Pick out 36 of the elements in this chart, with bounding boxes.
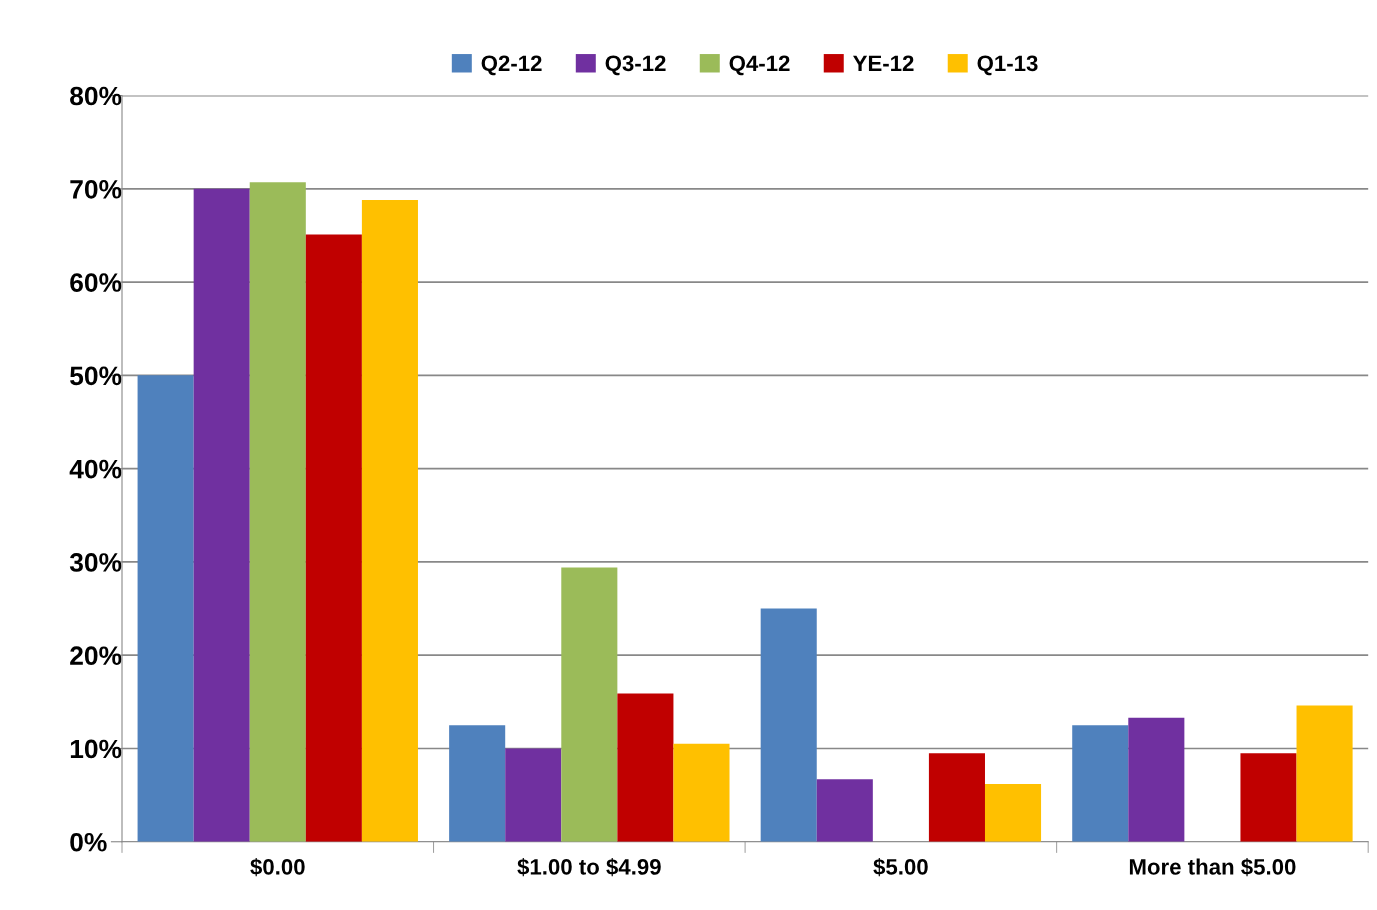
x-tick-label: $0.00 (250, 858, 305, 877)
bar (984, 783, 1042, 842)
bar (617, 693, 674, 842)
bar (193, 188, 250, 842)
bar (137, 375, 194, 842)
bar (561, 567, 618, 842)
bar (1240, 753, 1297, 842)
x-tick-label: More than $5.00 (1129, 858, 1296, 877)
bar (505, 748, 562, 842)
bar (361, 200, 418, 842)
bar (449, 725, 506, 842)
bar (816, 779, 873, 842)
y-tick-label: 20% (70, 646, 122, 666)
bar (1296, 705, 1353, 842)
bar (928, 753, 985, 842)
y-tick-label: 10% (70, 739, 122, 759)
legend-label: Q2-12 (481, 55, 542, 76)
bar (1128, 717, 1185, 842)
y-tick-label: 40% (69, 459, 122, 479)
legend-label: Q1-13 (977, 55, 1038, 76)
bar (249, 182, 306, 842)
y-tick-label: 30% (69, 553, 122, 572)
y-tick-label: 70% (70, 179, 122, 199)
x-tick-label: $5.00 (873, 858, 928, 877)
bar (305, 234, 362, 842)
x-tick-label: $1.00 to $4.99 (517, 858, 661, 877)
bar (673, 743, 730, 842)
y-tick-label: 60% (70, 273, 122, 292)
y-tick-label: 50% (70, 366, 122, 386)
y-tick-label: 0% (70, 832, 107, 852)
legend-label: Q3-12 (605, 55, 666, 76)
legend-label: YE-12 (853, 55, 914, 71)
bar (1072, 725, 1129, 842)
legend-label: Q4-12 (729, 55, 790, 76)
bar (760, 608, 817, 842)
y-tick-label: 80% (70, 86, 122, 106)
